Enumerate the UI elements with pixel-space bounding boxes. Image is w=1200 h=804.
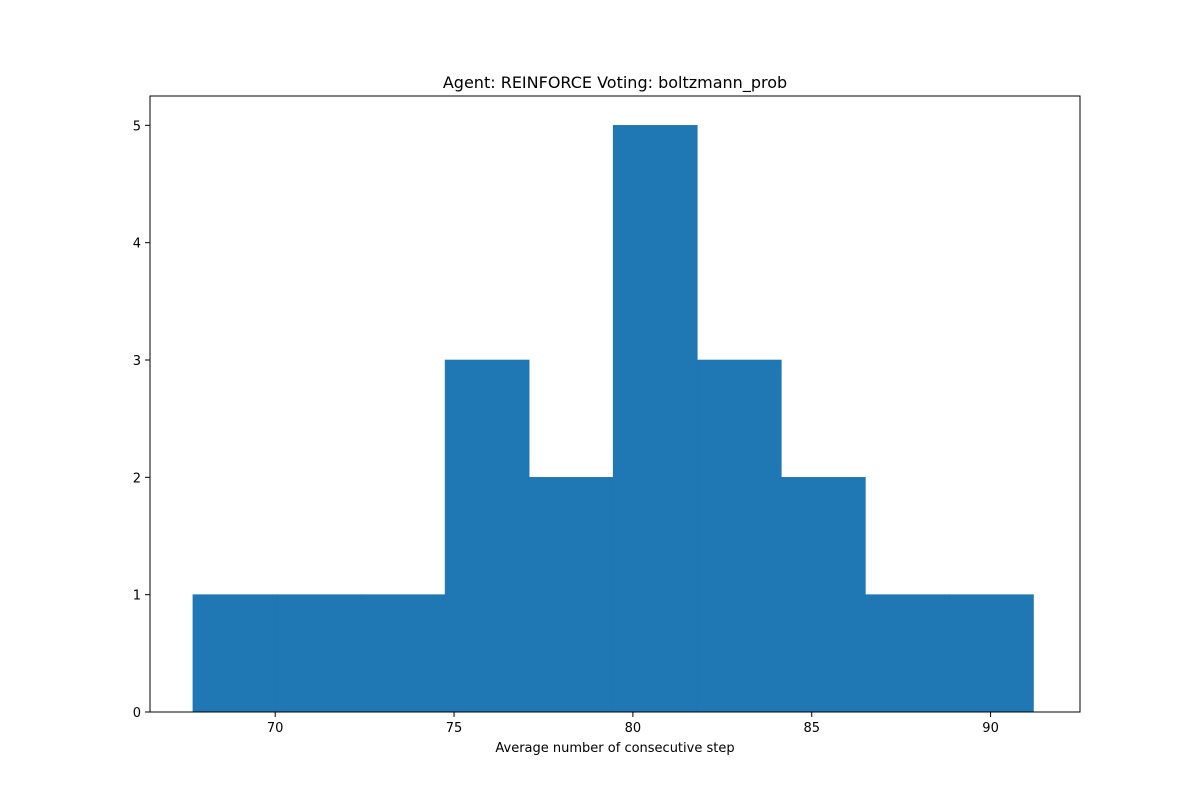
- histogram-bar: [444, 359, 530, 713]
- histogram-bar: [612, 125, 698, 713]
- x-tick-label: 90: [982, 721, 999, 736]
- histogram-bar: [949, 594, 1034, 713]
- x-axis-label: Average number of consecutive step: [495, 741, 734, 756]
- y-tick-label: 3: [133, 354, 141, 369]
- axes-layer: 70 75 80 85 90 0 1 2 3 4 5: [133, 95, 1081, 736]
- histogram-bar: [276, 594, 362, 713]
- histogram-bar: [528, 477, 614, 713]
- histogram-bar: [696, 359, 782, 713]
- histogram-bar: [192, 594, 278, 713]
- x-tick-label: 75: [446, 721, 463, 736]
- histogram-bar: [360, 594, 446, 713]
- histogram-bar: [781, 477, 866, 713]
- x-tick-label: 85: [803, 721, 820, 736]
- y-tick-label: 5: [133, 119, 141, 134]
- bars-layer: [192, 125, 1034, 713]
- plot-frame: [149, 95, 1081, 713]
- x-tick-label: 80: [625, 721, 642, 736]
- y-tick-label: 2: [133, 471, 141, 486]
- chart-title: Agent: REINFORCE Voting: boltzmann_prob: [443, 73, 787, 93]
- y-tick-label: 0: [133, 706, 141, 721]
- x-tick-label: 70: [267, 721, 284, 736]
- y-tick-label: 4: [133, 237, 141, 252]
- histogram-bar: [865, 594, 950, 713]
- y-tick-label: 1: [133, 589, 141, 604]
